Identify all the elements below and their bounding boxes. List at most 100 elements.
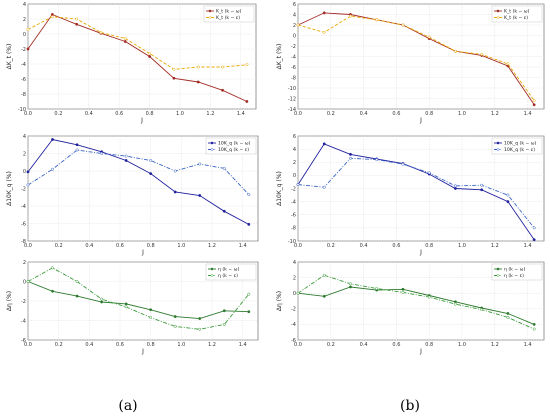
legend-label: K_t (k − ω) <box>504 9 530 15</box>
data-point <box>75 148 79 152</box>
data-point <box>149 172 153 176</box>
x-tick-label: 0.2 <box>54 111 62 117</box>
data-point <box>173 190 177 194</box>
data-point <box>296 291 300 295</box>
x-tick-label: 1.0 <box>458 243 466 249</box>
series-line-2 <box>297 15 535 101</box>
legend-marker <box>496 148 500 151</box>
data-point <box>322 273 326 277</box>
data-point <box>349 285 352 289</box>
data-point <box>532 327 536 331</box>
y-tick-label: 2 <box>293 275 296 281</box>
y-tick-label: -14 <box>288 107 296 113</box>
legend-label: 10K_q (k − ε) <box>218 147 249 153</box>
x-tick-label: 0.6 <box>392 111 400 117</box>
y-tick-label: 2 <box>23 260 26 266</box>
legend-marker <box>208 16 212 19</box>
y-axis-label: Δη (%) <box>276 291 283 311</box>
legend-marker <box>210 267 214 271</box>
series-line-1 <box>27 13 248 102</box>
legend-marker <box>210 274 214 277</box>
y-tick-label: -4 <box>291 322 296 328</box>
data-point <box>349 14 352 18</box>
legend-box <box>491 5 543 23</box>
series-line-2 <box>27 149 250 195</box>
legend-marker <box>208 9 212 13</box>
x-tick-label: 1.2 <box>491 243 499 249</box>
data-point <box>222 209 226 213</box>
x-tick-label: 1.0 <box>458 342 466 348</box>
y-tick-label: 2 <box>23 151 26 157</box>
data-point <box>196 80 200 84</box>
x-tick-label: 0.4 <box>85 111 93 117</box>
x-tick-label: 0.0 <box>24 111 32 117</box>
x-tick-label: 0.8 <box>425 111 433 117</box>
y-tick-label: -6 <box>21 338 26 344</box>
x-tick-label: 0.4 <box>85 243 93 249</box>
x-tick-label: 0.6 <box>115 111 123 117</box>
data-point <box>375 158 379 162</box>
y-tick-label: -2 <box>21 186 26 192</box>
data-point <box>148 52 152 55</box>
y-tick-label: 0 <box>293 291 296 297</box>
y-axis-label: ΔK_t (%) <box>276 44 283 70</box>
data-point <box>124 302 128 306</box>
x-tick-label: 0.6 <box>392 342 400 348</box>
data-point <box>222 166 226 170</box>
legend-marker <box>496 267 500 271</box>
x-tick-label: 0.6 <box>116 243 124 249</box>
data-point <box>453 302 457 306</box>
x-axis-label: J <box>140 117 143 124</box>
series-line-1 <box>297 143 535 240</box>
data-point <box>51 266 54 270</box>
legend: K_t (k − ω)K_t (k − ε) <box>203 5 255 23</box>
data-point <box>51 138 54 141</box>
data-point <box>26 183 30 187</box>
y-tick-label: 4 <box>293 260 296 266</box>
data-point <box>148 55 152 58</box>
y-tick-label: -2 <box>21 299 26 305</box>
legend-marker <box>496 274 500 277</box>
x-tick-label: 1.2 <box>491 342 499 348</box>
data-point <box>480 308 484 312</box>
data-point <box>198 327 202 331</box>
series-line-1 <box>27 138 250 225</box>
legend-box <box>491 137 543 155</box>
legend-box <box>491 263 543 281</box>
data-point <box>198 162 202 166</box>
series-line-1 <box>27 281 249 320</box>
y-tick-label: -4 <box>291 199 296 205</box>
y-tick-label: -12 <box>288 96 296 102</box>
data-point <box>296 23 300 27</box>
series-line-1 <box>297 12 535 106</box>
x-tick-label: 1.4 <box>524 243 532 249</box>
data-point <box>75 294 79 298</box>
data-point <box>149 316 153 320</box>
data-point <box>124 154 128 158</box>
data-point <box>480 52 484 56</box>
y-tick-label: -10 <box>288 86 296 92</box>
series-line-2 <box>27 267 250 330</box>
data-point <box>427 35 431 39</box>
data-point <box>26 170 30 174</box>
y-axis-label: ΔK_t (%) <box>6 44 13 70</box>
legend-label: 10K_q (k − ε) <box>504 147 535 153</box>
x-tick-label: 1.2 <box>206 111 214 117</box>
y-tick-label: -4 <box>21 318 26 324</box>
x-tick-label: 0.8 <box>147 342 155 348</box>
y-tick-label: -2 <box>21 47 26 53</box>
x-tick-label: 0.0 <box>294 243 302 249</box>
series-line-1 <box>297 286 535 325</box>
legend-label: K_t (k − ε) <box>504 15 528 21</box>
chart-panel-5: 0.0 0.2 0.4 0.6 0.8 1.0 1.2 1.4 -6 -4 -2 0 2 J Δη (%) η… <box>6 260 259 355</box>
y-tick-label: 2 <box>23 17 26 23</box>
data-point <box>75 143 79 147</box>
data-point <box>51 289 54 293</box>
data-point <box>196 65 200 69</box>
data-point <box>172 76 176 80</box>
legend-label: K_t (k − ω) <box>216 9 242 15</box>
data-point <box>506 193 510 197</box>
y-tick-label: -10 <box>18 107 26 113</box>
x-tick-label: 1.0 <box>176 111 184 117</box>
